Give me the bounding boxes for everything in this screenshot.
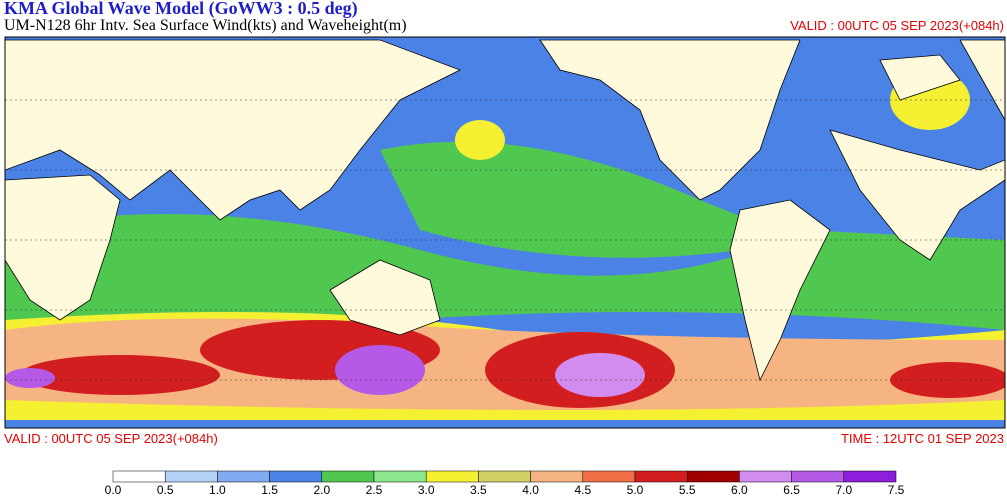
map [4, 36, 1006, 429]
color-box [425, 470, 479, 483]
color-box [269, 470, 323, 483]
colorbar-label: 0.5 [157, 483, 174, 496]
valid-top: VALID : 00UTC 05 SEP 2023(+084h) [790, 18, 1004, 33]
colorbar-label: 6.0 [731, 483, 748, 496]
colorbar-label: 0.0 [105, 483, 122, 496]
color-box [530, 470, 584, 483]
colorbar-label: 4.5 [574, 483, 591, 496]
color-box [791, 470, 845, 483]
color-box [321, 470, 375, 483]
colorbar-label: 2.5 [366, 483, 383, 496]
color-box [686, 470, 740, 483]
colorbar-label: 3.0 [418, 483, 435, 496]
colorbar-label: 1.0 [209, 483, 226, 496]
color-box [164, 470, 218, 483]
color-box [373, 470, 427, 483]
color-box [739, 470, 792, 483]
colorbar-label: 4.0 [522, 483, 539, 496]
colorbar-label: 7.5 [888, 483, 905, 496]
valid-bottom: VALID : 00UTC 05 SEP 2023(+084h) [4, 431, 218, 446]
colorbar-label: 3.5 [470, 483, 487, 496]
color-box [217, 470, 270, 483]
color-box [634, 470, 688, 483]
colorbar-label: 7.0 [835, 483, 852, 496]
subtitle: UM-N128 6hr Intv. Sea Surface Wind(kts) … [4, 17, 407, 34]
colorbar: 0.0 0.5 1.0 1.5 2.0 2.5 3.0 3.5 4.0 4.5 5.0 5.5 6.0 6… [105, 470, 905, 496]
colorbar-label: 6.5 [783, 483, 800, 496]
color-box [582, 470, 636, 483]
color-box [112, 470, 166, 483]
colorbar-label: 2.0 [313, 483, 330, 496]
colorbar-label: 5.5 [679, 483, 696, 496]
color-box [478, 470, 531, 483]
colorbar-label: 1.5 [261, 483, 278, 496]
colorbar-label: 5.0 [627, 483, 644, 496]
time: TIME : 12UTC 01 SEP 2023 [841, 431, 1004, 446]
color-box [843, 470, 897, 483]
title: KMA Global Wave Model (GoWW3 : 0.5 deg) [4, 0, 358, 19]
